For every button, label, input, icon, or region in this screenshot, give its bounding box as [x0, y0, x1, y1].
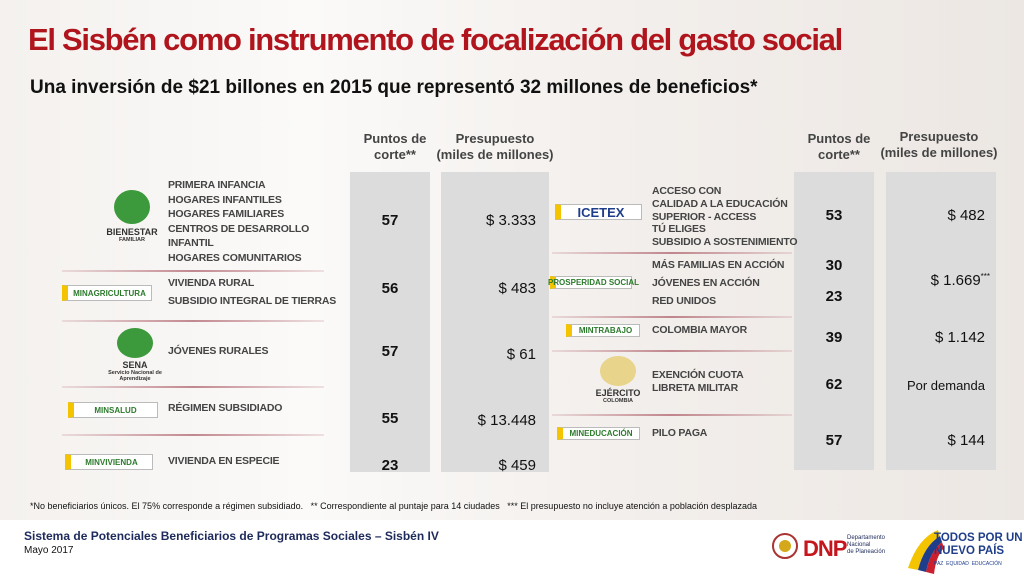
slogan: TODOS POR UN NUEVO PAÍS [934, 532, 1023, 557]
logo: MINSALUD [68, 402, 158, 418]
program: EXENCIÓN CUOTA [652, 369, 744, 381]
header: Puntos de corte** [807, 131, 871, 162]
budget: $ 144 [947, 432, 985, 449]
program: RED UNIDOS [652, 295, 716, 307]
program: INFANTIL [168, 237, 214, 249]
logo-text: Servicio Nacional de Aprendizaje [108, 370, 162, 383]
budget: $ 482 [947, 207, 985, 224]
logo-text: SENA [122, 360, 148, 371]
cut-point: 57 [825, 432, 843, 449]
budget: Por demanda [906, 378, 985, 393]
logo: MINEDUCACIÓN [557, 427, 640, 440]
budget-column [886, 172, 996, 470]
cut-point: 23 [825, 288, 843, 305]
logo-emblem [600, 356, 636, 386]
program: MÁS FAMILIAS EN ACCIÓN [652, 259, 785, 271]
program: VIVIENDA EN ESPECIE [168, 455, 280, 467]
program: CALIDAD A LA EDUCACIÓN [652, 197, 788, 210]
separator [62, 320, 324, 322]
program: JÓVENES RURALES [168, 345, 269, 357]
separator [552, 414, 792, 416]
separator [62, 270, 324, 272]
cut-point: 57 [381, 343, 399, 360]
motto: PAZ EQUIDAD EDUCACIÓN [934, 561, 1002, 567]
logo: ICETEX [555, 204, 642, 220]
program: PILO PAGA [652, 427, 708, 439]
budget: $ 1.142 [934, 329, 985, 346]
subtitle: Una inversión de $21 billones en 2015 qu… [30, 77, 758, 98]
cut-column [350, 172, 430, 472]
cut-point: 53 [825, 207, 843, 224]
program: VIVIENDA RURAL [168, 277, 255, 289]
program: PRIMERA INFANCIA [168, 179, 266, 191]
separator [552, 252, 792, 254]
dnp-logo: DNP [803, 536, 847, 561]
flag-swoosh [918, 536, 942, 572]
footer [0, 520, 1024, 576]
program: ACCESO CON [652, 185, 722, 197]
budget: $ 13.448 [477, 412, 536, 429]
header: Presupuesto (miles de millones) [436, 131, 554, 162]
cut-column [794, 172, 874, 470]
separator [62, 434, 324, 436]
cut-point: 55 [381, 410, 399, 427]
program: SUBSIDIO INTEGRAL DE TIERRAS [168, 295, 337, 307]
program: TÚ ELIGES [652, 223, 706, 236]
flag-swoosh [926, 542, 944, 574]
budget: $ 61 [506, 346, 536, 363]
dnp-name: Departamento Nacional de Planeación [847, 535, 886, 555]
budget: $ 3.333 [485, 212, 536, 229]
footer-date: Mayo 2017 [24, 545, 74, 556]
budget: $ 1.669*** [930, 272, 990, 289]
separator [552, 350, 792, 352]
logo-text: BIENESTAR [106, 227, 158, 238]
program: CENTROS DE DESARROLLO [168, 222, 310, 235]
program: HOGARES INFANTILES [168, 193, 282, 206]
footer-source: Sistema de Potenciales Beneficiarios de … [24, 529, 439, 543]
footer-logos [772, 530, 944, 574]
separator [62, 386, 324, 388]
program: COLOMBIA MAYOR [652, 324, 748, 336]
header: Puntos de corte** [363, 131, 427, 162]
logo: MINTRABAJO [566, 324, 640, 337]
program: LIBRETA MILITAR [652, 381, 739, 394]
crest [779, 540, 791, 552]
logo-emblem [114, 190, 150, 225]
program: RÉGIMEN SUBSIDIADO [168, 402, 283, 414]
program: JÓVENES EN ACCIÓN [652, 277, 760, 289]
title: El Sisbén como instrumento de focalizaci… [28, 22, 843, 57]
logo: MINVIVIENDA [65, 454, 153, 470]
cut-point: 30 [825, 257, 843, 274]
cut-point: 57 [381, 212, 399, 229]
logo-text: EJÉRCITO [595, 388, 641, 399]
cut-point: 23 [381, 457, 399, 474]
program: SUPERIOR - ACCESS [652, 210, 757, 223]
budget-note: *** [980, 272, 990, 281]
program: HOGARES COMUNITARIOS [168, 251, 302, 264]
program: SUBSIDIO A SOSTENIMIENTO [652, 236, 798, 249]
logo-text: COLOMBIA [603, 398, 633, 405]
cut-point: 62 [825, 376, 843, 393]
cut-point: 56 [381, 280, 399, 297]
logo-emblem [117, 328, 153, 358]
flag-swoosh [908, 530, 940, 570]
logo-text: FAMILIAR [119, 237, 145, 244]
budget-column [441, 172, 549, 472]
footnote: *No beneficiarios únicos. El 75% corresp… [30, 501, 757, 511]
logo: MINAGRICULTURA [62, 285, 152, 301]
budget: $ 459 [498, 457, 536, 474]
separator [552, 316, 792, 318]
program: HOGARES FAMILIARES [168, 208, 284, 220]
cut-point: 39 [825, 329, 843, 346]
budget: $ 483 [498, 280, 536, 297]
header: Presupuesto (miles de millones) [880, 129, 998, 160]
logo: PROSPERIDAD SOCIAL [547, 276, 640, 289]
